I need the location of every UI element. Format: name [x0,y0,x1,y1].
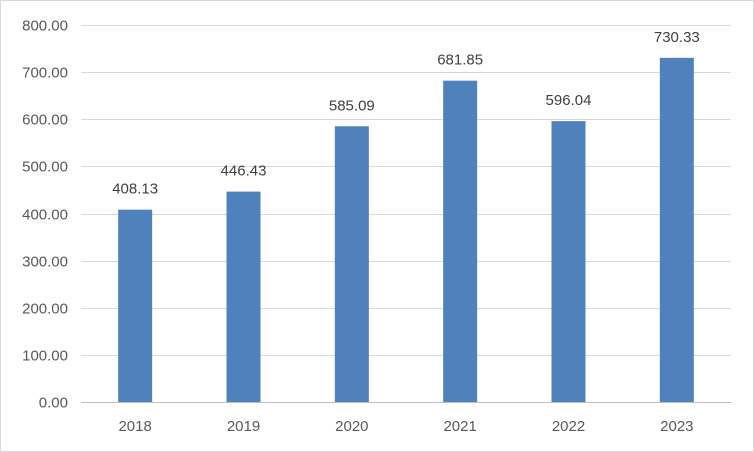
y-tick-label: 100.00 [22,348,68,365]
bar-2021 [443,80,478,402]
bar-2019 [226,191,261,402]
y-tick-label: 400.00 [22,207,68,224]
y-tick-label: 300.00 [22,254,68,271]
axes: 0.00 100.00 200.00 300.00 400.00 500.00 600.00… [22,18,731,435]
bar-2020 [334,126,369,402]
data-label: 681.85 [437,52,483,69]
data-label: 730.33 [654,29,700,46]
y-tick-label: 200.00 [22,301,68,318]
y-tick-label: 0.00 [39,395,68,412]
x-tick-label: 2019 [227,418,260,435]
gridlines [81,25,731,356]
bar-2022 [551,121,586,402]
y-tick-label: 800.00 [22,18,68,35]
y-tick-label: 500.00 [22,159,68,176]
bars [118,57,694,402]
data-label: 585.09 [329,97,375,114]
bar-2023 [659,57,694,402]
data-label: 596.04 [546,92,592,109]
data-label: 408.13 [112,181,158,198]
x-tick-label: 2022 [552,418,585,435]
data-labels: 408.13 446.43 585.09 681.85 596.04 730.33 [112,29,700,198]
x-tick-label: 2018 [118,418,151,435]
bar-2018 [118,209,153,402]
data-label: 446.43 [221,163,267,180]
y-tick-label: 700.00 [22,65,68,82]
y-tick-label: 600.00 [22,112,68,129]
x-tick-label: 2021 [443,418,476,435]
x-tick-label: 2020 [335,418,368,435]
x-tick-label: 2023 [660,418,693,435]
